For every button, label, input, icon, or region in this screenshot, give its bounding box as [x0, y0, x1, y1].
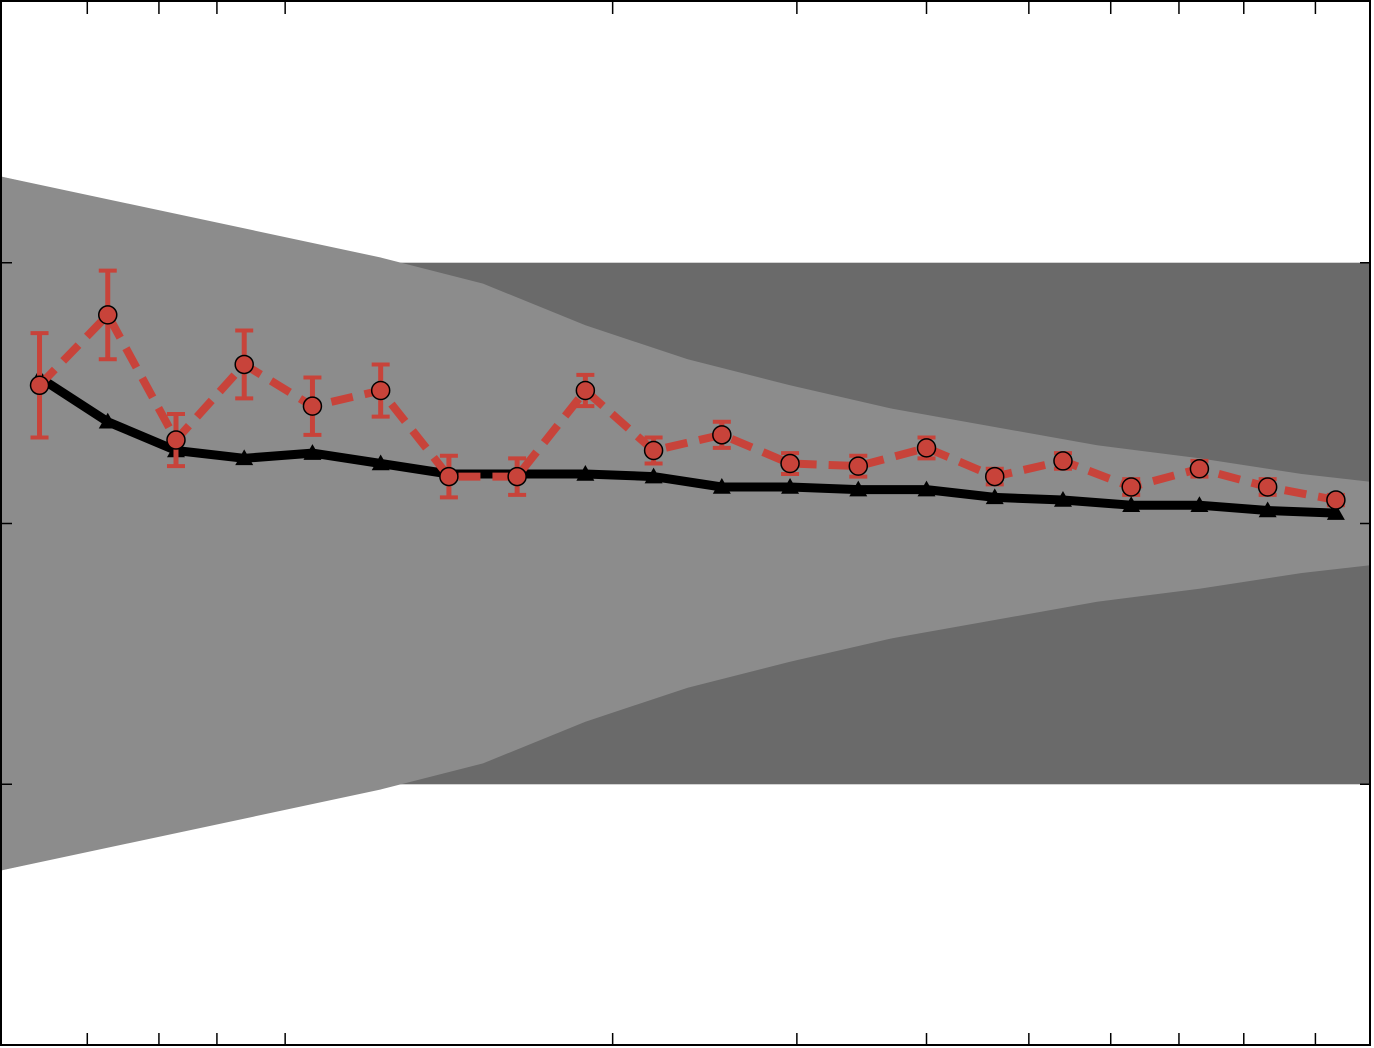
- data-point: [1189, 458, 1210, 479]
- data-point: [303, 444, 322, 460]
- data-point: [234, 354, 254, 375]
- data-point: [1257, 477, 1278, 497]
- data-point: [575, 380, 596, 401]
- data-point: [916, 438, 937, 458]
- data-point: [643, 440, 664, 461]
- data-point: [371, 454, 390, 471]
- data-point: [712, 477, 731, 494]
- data-point: [848, 456, 869, 476]
- confidence-bands: [2, 176, 1370, 871]
- series-1: [29, 268, 1346, 510]
- data-point: [984, 466, 1005, 487]
- data-point: [781, 477, 800, 494]
- data-point: [644, 467, 663, 484]
- data-point: [1190, 496, 1209, 512]
- data-point: [1053, 451, 1073, 471]
- data-point: [1053, 491, 1072, 507]
- data-point: [1121, 477, 1141, 497]
- data-point: [985, 488, 1004, 505]
- data-point: [1326, 490, 1346, 510]
- data-point: [439, 466, 459, 487]
- data-point: [98, 412, 117, 429]
- data-point: [507, 466, 527, 487]
- data-point: [98, 305, 118, 325]
- data-point: [780, 453, 800, 474]
- series-1-line: [36, 310, 1337, 504]
- data-point: [1122, 496, 1141, 512]
- data-point: [235, 449, 254, 466]
- data-point: [1326, 504, 1345, 520]
- data-point: [166, 430, 186, 450]
- series-0: [30, 368, 1345, 520]
- data-point: [302, 396, 323, 416]
- data-point: [29, 375, 50, 396]
- data-point: [917, 480, 936, 497]
- data-point: [712, 425, 732, 445]
- data-point: [370, 380, 391, 401]
- data-series: [29, 268, 1346, 520]
- data-point: [849, 480, 868, 497]
- data-point: [1258, 501, 1277, 518]
- series-0-line: [37, 373, 1337, 518]
- band-2: [2, 176, 1370, 871]
- data-point: [576, 464, 595, 481]
